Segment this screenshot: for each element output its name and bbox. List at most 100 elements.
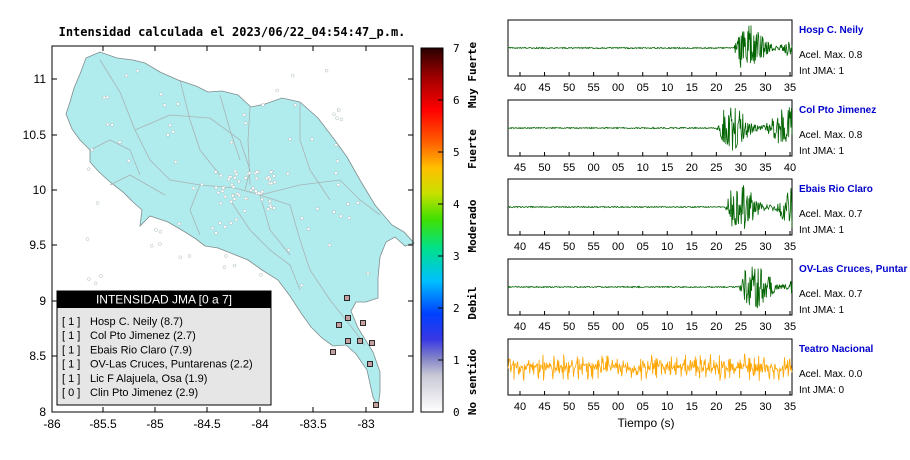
waveform-x-tick-label: 50 — [563, 241, 575, 253]
colorbar-category-label: Debil — [466, 286, 479, 319]
active-station-marker — [360, 320, 366, 326]
waveform-trace — [508, 185, 793, 229]
station-dot — [124, 73, 129, 78]
active-station-marker — [357, 338, 363, 344]
waveform-trace — [507, 353, 793, 381]
road — [189, 184, 201, 236]
colorbar-category-label: Moderado — [466, 199, 479, 252]
station-dot — [95, 201, 100, 205]
station-dot — [335, 116, 339, 120]
station-dot — [166, 133, 170, 137]
colorbar-category-label: No sentido — [466, 349, 479, 416]
station-dot — [187, 254, 192, 258]
waveform-x-tick-label: 25 — [735, 241, 747, 253]
station-dot — [272, 174, 276, 178]
map-x-tick-label: -85 — [146, 417, 164, 431]
station-dot — [214, 231, 218, 235]
station-dot — [339, 214, 343, 218]
map-x-tick-label: -85.5 — [89, 417, 117, 431]
waveform-panel: 40 45 50 55 00 05 10 15 20 25 30 35 OV-Las Cruces, P… — [507, 258, 907, 333]
station-dot — [168, 123, 172, 128]
station-dot — [247, 171, 252, 175]
waveform-trace — [507, 266, 793, 309]
station-dot — [261, 103, 265, 107]
station-dot — [346, 202, 350, 206]
colorbar-tick-label: 2 — [453, 302, 460, 315]
waveform-accel-max: Acel. Max. 0.0 — [799, 369, 863, 380]
waveform-x-tick-label: 45 — [538, 82, 550, 94]
station-dot — [173, 160, 178, 164]
waveform-x-tick-label: 55 — [588, 241, 600, 253]
legend-row-station: Clin Pto Jimenez (2.9) — [90, 387, 198, 399]
station-dot — [237, 193, 242, 198]
legend-box — [56, 290, 272, 406]
figure-title: Intensidad calculada el 2023/06/22_04:54… — [59, 25, 406, 40]
waveform-x-tick-label: 20 — [710, 321, 722, 333]
station-dot — [254, 176, 259, 181]
costa-rica-land — [65, 51, 415, 409]
waveform-x-tick-label: 35 — [784, 321, 796, 333]
waveform-x-tick-label: 40 — [514, 321, 526, 333]
station-dot — [243, 176, 248, 180]
map-x-tick-label: -84 — [251, 417, 269, 431]
waveform-station-name: Col Pto Jimenez — [799, 105, 876, 116]
colorbar-tick-label: 3 — [453, 250, 460, 263]
map-y-axis: 11 10.5 10 9.5 9 8.5 8 — [23, 72, 413, 419]
active-station-marker — [330, 349, 336, 355]
station-dot — [234, 172, 239, 176]
waveform-x-tick-label: 15 — [661, 162, 673, 174]
waveform-station-name: Teatro Nacional — [799, 344, 873, 355]
waveform-x-tick-label: 45 — [538, 241, 550, 253]
road — [247, 106, 251, 186]
waveform-x-tick-label: 10 — [661, 241, 673, 253]
waveform-x-tick-label: 55 — [588, 401, 600, 413]
colorbar-tick-label: 0 — [453, 406, 460, 419]
waveform-x-tick-label: 20 — [710, 82, 722, 94]
waveform-x-tick-label: 00 — [612, 321, 624, 333]
station-dot — [229, 140, 234, 145]
waveform-x-tick-label: 40 — [514, 241, 526, 253]
station-dot — [221, 186, 225, 190]
station-dot — [337, 107, 341, 112]
map-y-tick-label: 11 — [34, 72, 47, 86]
waveform-x-tick-label: 30 — [759, 321, 771, 333]
station-dot — [85, 237, 90, 241]
station-dot — [102, 95, 106, 100]
colorbar-gradient — [420, 47, 444, 413]
legend-title: INTENSIDAD JMA [0 a 7] — [96, 293, 232, 307]
waveform-x-tick-label: 50 — [538, 162, 550, 174]
waveform-x-tick-label: 10 — [637, 162, 649, 174]
station-dot — [219, 201, 223, 206]
station-dot — [176, 102, 180, 106]
map-y-tick-label: 10.5 — [23, 128, 47, 142]
waveform-x-tick-label: 50 — [563, 82, 575, 94]
colorbar-tick-label: 6 — [453, 94, 460, 107]
waveform-x-tick-label: 20 — [686, 162, 698, 174]
legend-row-station: Ebais Rio Claro (7.9) — [90, 344, 192, 356]
station-dot — [315, 207, 320, 211]
station-dot — [286, 248, 291, 252]
station-dot — [154, 228, 158, 232]
waveform-x-tick-label: 10 — [661, 82, 673, 94]
waveform-x-tick-label: 00 — [612, 241, 624, 253]
waveform-x-tick-label: 20 — [710, 241, 722, 253]
station-dot — [234, 217, 239, 222]
waveform-station-name: Hosp C. Neily — [799, 25, 864, 36]
station-dot — [216, 190, 221, 195]
waveform-x-tick-label: 35 — [784, 82, 796, 94]
waveform-jma-intensity: Int JMA: 1 — [799, 305, 844, 316]
station-dot — [171, 129, 175, 134]
waveform-x-tick-label: 45 — [514, 162, 526, 174]
legend-header — [57, 291, 271, 308]
station-dot — [334, 143, 338, 147]
station-dot — [255, 170, 259, 174]
station-dot — [230, 182, 234, 187]
station-dot — [93, 281, 98, 285]
waveform-x-tick-label: 50 — [563, 321, 575, 333]
active-station-marker — [345, 315, 351, 321]
station-dot — [232, 197, 237, 201]
legend-row-station: Hosp C. Neily (8.7) — [90, 316, 183, 328]
station-dot — [327, 243, 332, 247]
waveform-x-tick-label: 35 — [759, 162, 771, 174]
road — [259, 194, 291, 256]
